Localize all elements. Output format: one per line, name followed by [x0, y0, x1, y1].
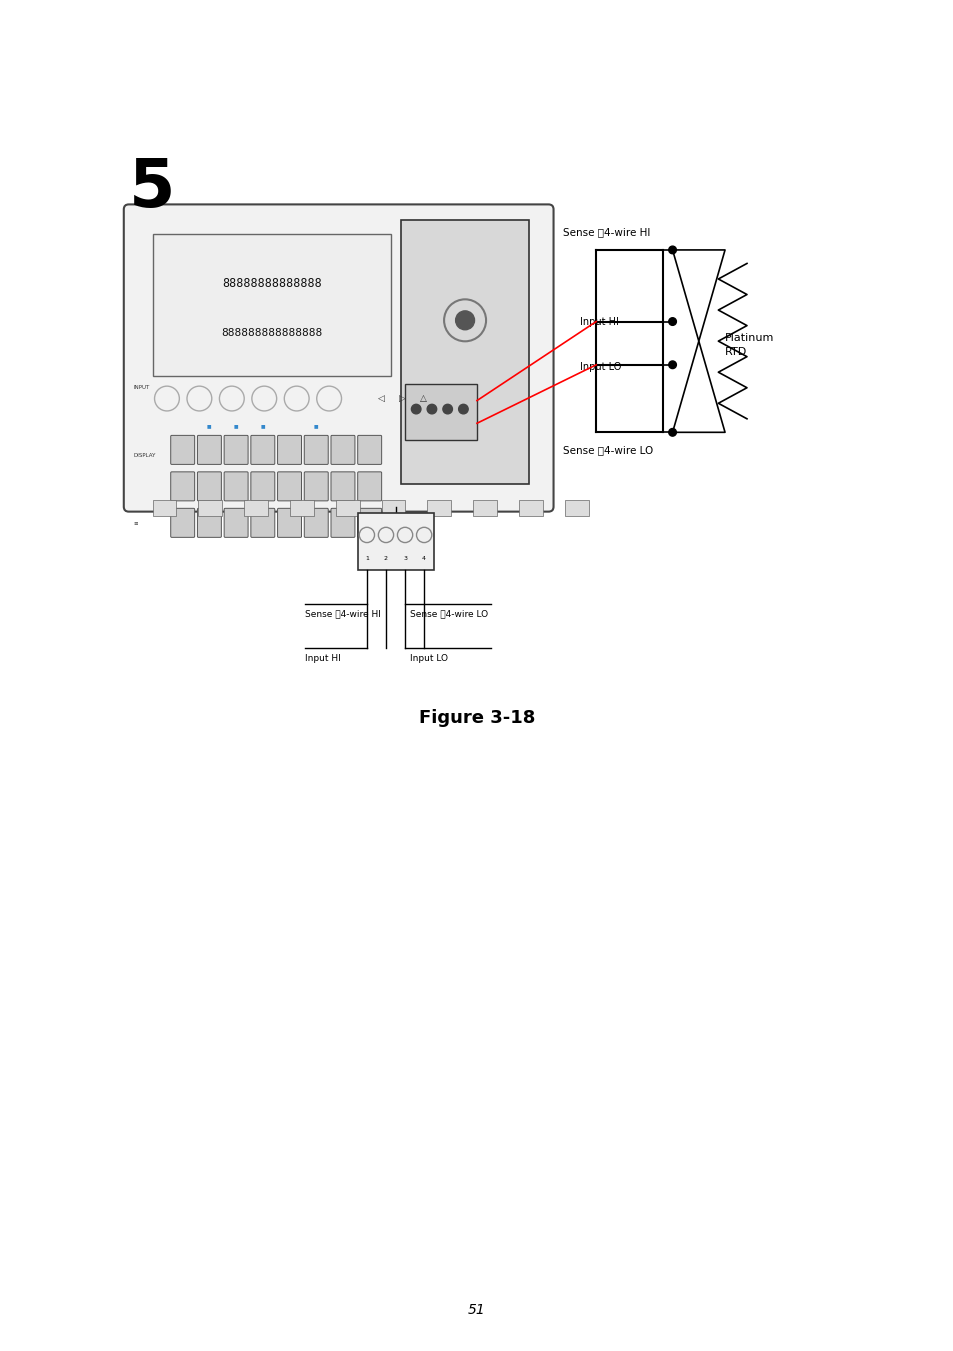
FancyBboxPatch shape — [224, 471, 248, 501]
Text: ■: ■ — [233, 423, 238, 428]
FancyBboxPatch shape — [197, 508, 221, 538]
FancyBboxPatch shape — [251, 508, 274, 538]
Text: Input LO: Input LO — [410, 654, 447, 663]
Text: ≡: ≡ — [133, 520, 138, 526]
Bar — [335, 500, 359, 516]
Text: Platinum
RTD: Platinum RTD — [724, 332, 774, 357]
FancyBboxPatch shape — [251, 435, 274, 465]
Bar — [400, 220, 529, 484]
Text: △: △ — [419, 394, 427, 403]
FancyBboxPatch shape — [197, 471, 221, 501]
Bar — [357, 513, 434, 570]
Bar — [405, 384, 476, 440]
Text: Sense ΢4-wire LO: Sense ΢4-wire LO — [410, 609, 487, 619]
Circle shape — [668, 361, 676, 369]
Text: 4: 4 — [422, 557, 426, 561]
FancyBboxPatch shape — [277, 435, 301, 465]
Text: Figure 3-18: Figure 3-18 — [418, 709, 535, 727]
Circle shape — [411, 404, 420, 413]
Text: 5: 5 — [129, 155, 175, 222]
Bar — [564, 500, 588, 516]
Circle shape — [456, 311, 474, 330]
Text: ■: ■ — [314, 423, 318, 428]
FancyBboxPatch shape — [357, 435, 381, 465]
FancyBboxPatch shape — [124, 204, 553, 512]
FancyBboxPatch shape — [331, 471, 355, 501]
Text: Input HI: Input HI — [579, 316, 618, 327]
Text: 1: 1 — [365, 557, 369, 561]
FancyBboxPatch shape — [331, 435, 355, 465]
Text: Sense ΢4-wire HI: Sense ΢4-wire HI — [562, 227, 650, 238]
Text: Input LO: Input LO — [579, 362, 620, 373]
Text: ■: ■ — [260, 423, 265, 428]
Bar — [427, 500, 451, 516]
Bar — [152, 234, 391, 376]
Text: INPUT: INPUT — [133, 385, 150, 390]
Circle shape — [668, 428, 676, 436]
Circle shape — [427, 404, 436, 413]
Text: ▷: ▷ — [398, 394, 406, 403]
Text: Sense ΢4-wire HI: Sense ΢4-wire HI — [305, 609, 380, 619]
FancyBboxPatch shape — [304, 435, 328, 465]
Text: 2: 2 — [384, 557, 388, 561]
FancyBboxPatch shape — [277, 471, 301, 501]
Bar — [290, 500, 314, 516]
FancyBboxPatch shape — [304, 471, 328, 501]
FancyBboxPatch shape — [171, 471, 194, 501]
Text: Sense ΢4-wire LO: Sense ΢4-wire LO — [562, 444, 653, 455]
FancyBboxPatch shape — [171, 508, 194, 538]
Circle shape — [458, 404, 468, 413]
Bar — [198, 500, 222, 516]
Circle shape — [668, 317, 676, 326]
Circle shape — [668, 246, 676, 254]
Text: ◁: ◁ — [377, 394, 385, 403]
FancyBboxPatch shape — [357, 508, 381, 538]
Text: 88888888888888: 88888888888888 — [222, 277, 321, 290]
FancyBboxPatch shape — [277, 508, 301, 538]
Bar — [381, 500, 405, 516]
FancyBboxPatch shape — [224, 508, 248, 538]
Bar — [473, 500, 497, 516]
FancyBboxPatch shape — [331, 508, 355, 538]
Text: ■: ■ — [207, 423, 212, 428]
FancyBboxPatch shape — [224, 435, 248, 465]
Bar — [152, 500, 176, 516]
FancyBboxPatch shape — [304, 508, 328, 538]
FancyBboxPatch shape — [171, 435, 194, 465]
Text: DISPLAY: DISPLAY — [133, 453, 155, 458]
Text: 51: 51 — [468, 1304, 485, 1317]
Bar — [244, 500, 268, 516]
FancyBboxPatch shape — [251, 471, 274, 501]
Text: 888888888888888: 888888888888888 — [221, 328, 322, 338]
FancyBboxPatch shape — [357, 471, 381, 501]
FancyBboxPatch shape — [197, 435, 221, 465]
Text: Input HI: Input HI — [305, 654, 340, 663]
Bar — [518, 500, 542, 516]
Text: 3: 3 — [403, 557, 407, 561]
Circle shape — [442, 404, 452, 413]
